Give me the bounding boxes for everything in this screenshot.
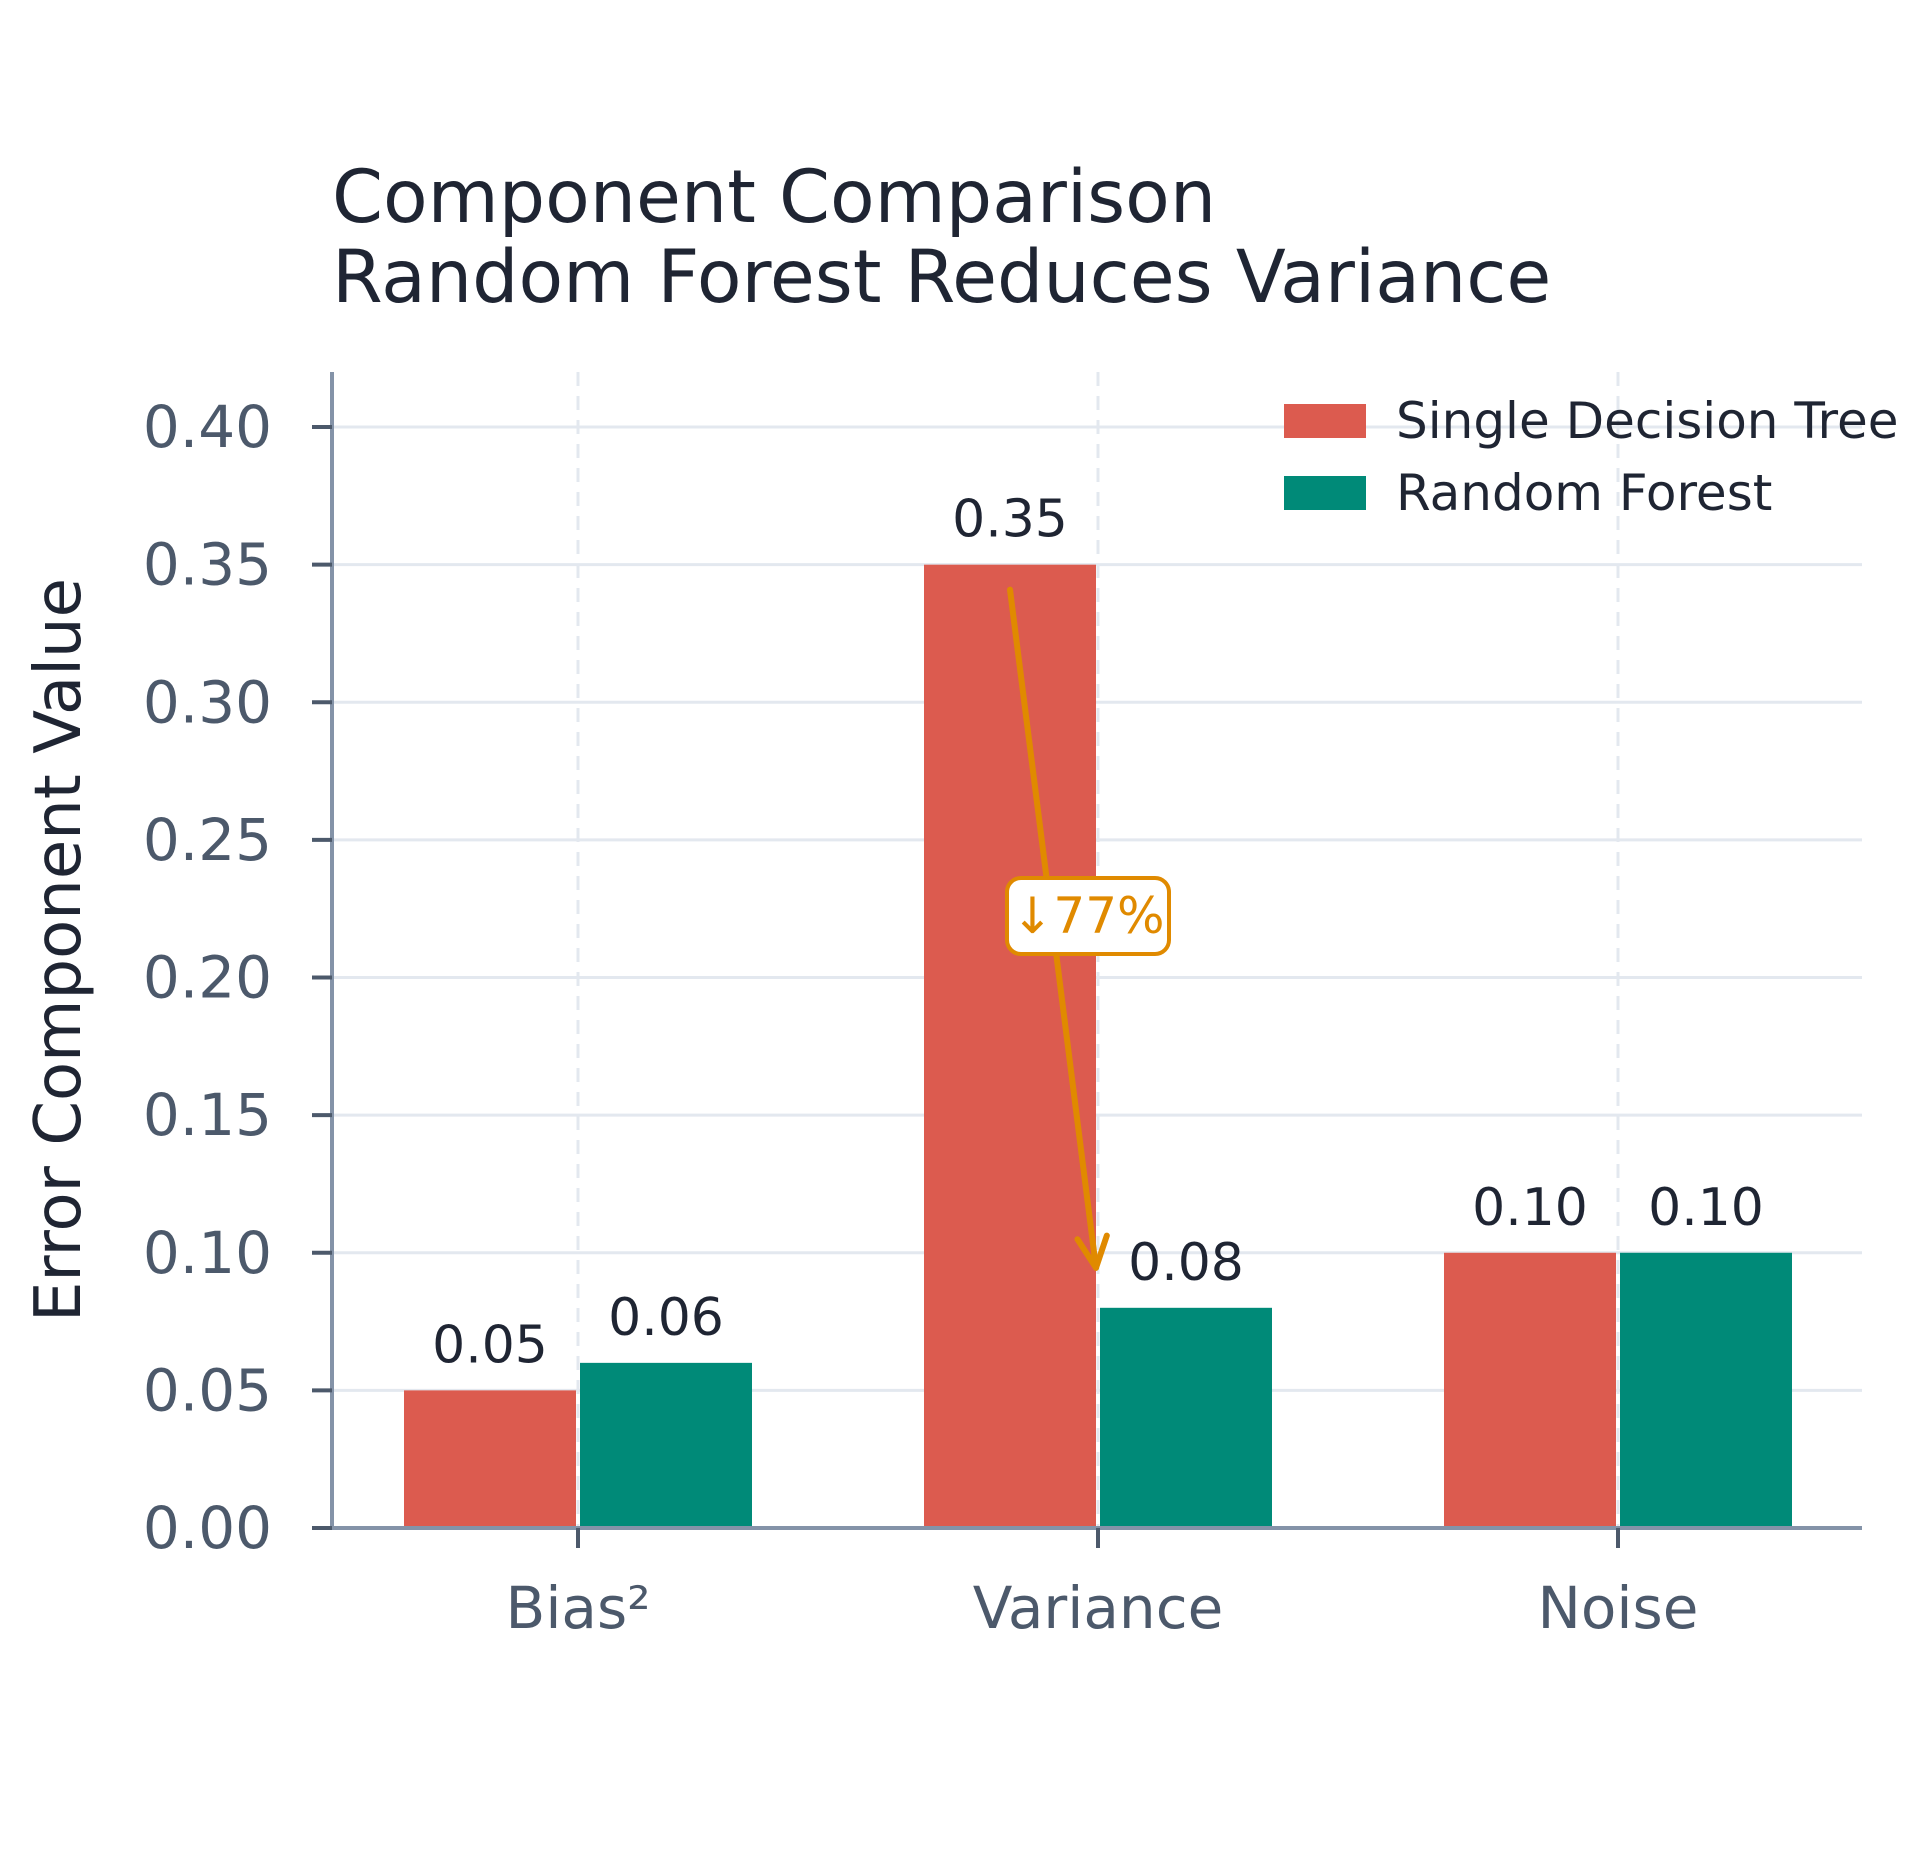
data-label: 0.10	[1648, 1178, 1764, 1238]
title-line-1: Component Comparison	[332, 155, 1216, 240]
x-tick-label: Noise	[1538, 1574, 1699, 1642]
y-tick-label: 0.30	[143, 668, 272, 736]
y-tick-label: 0.25	[143, 806, 272, 874]
y-tick-label: 0.35	[143, 531, 272, 599]
variance-reduction-annotation: ↓77%	[1005, 586, 1171, 1271]
axes: 0.00 0.05 0.10 0.15 0.20 0.25 0.30 0.35 0.40 Bias…	[22, 372, 1862, 1642]
data-labels: 0.05 0.35 0.10 0.06 0.08 0.10	[432, 490, 1764, 1376]
legend-swatch-single-tree	[1284, 404, 1366, 438]
bar-random-forest-0	[580, 1362, 752, 1528]
data-label: 0.35	[952, 490, 1068, 550]
y-tick-label: 0.20	[143, 944, 272, 1012]
legend: Single Decision Tree Random Forest	[1284, 392, 1899, 522]
y-tick-label: 0.10	[143, 1219, 272, 1287]
x-tick-label: Bias²	[506, 1574, 651, 1642]
bar-random-forest-1	[1100, 1307, 1272, 1528]
bar-random-forest-2	[1620, 1252, 1792, 1528]
y-tick-label: 0.15	[143, 1081, 272, 1149]
y-tick-label: 0.40	[143, 393, 272, 461]
data-label: 0.10	[1472, 1178, 1588, 1238]
grid-lines	[332, 372, 1862, 1528]
data-label: 0.05	[432, 1315, 548, 1375]
annotation-arrow-head	[1074, 1232, 1110, 1271]
bar-single-tree-0	[404, 1390, 576, 1528]
x-tick-label: Variance	[973, 1574, 1224, 1642]
y-axis-label: Error Component Value	[22, 578, 96, 1322]
legend-swatch-random-forest	[1284, 476, 1366, 510]
legend-label-single-tree: Single Decision Tree	[1396, 392, 1899, 450]
y-tick-label: 0.05	[143, 1356, 272, 1424]
annotation-label: ↓77%	[1011, 887, 1164, 945]
title-line-2: Random Forest Reduces Variance	[332, 235, 1551, 320]
annotation-box	[1005, 876, 1171, 956]
data-label: 0.08	[1128, 1233, 1244, 1293]
y-tick-label: 0.00	[143, 1494, 272, 1562]
legend-label-random-forest: Random Forest	[1396, 464, 1772, 522]
bar-single-tree-2	[1444, 1252, 1616, 1528]
data-label: 0.06	[608, 1288, 724, 1348]
